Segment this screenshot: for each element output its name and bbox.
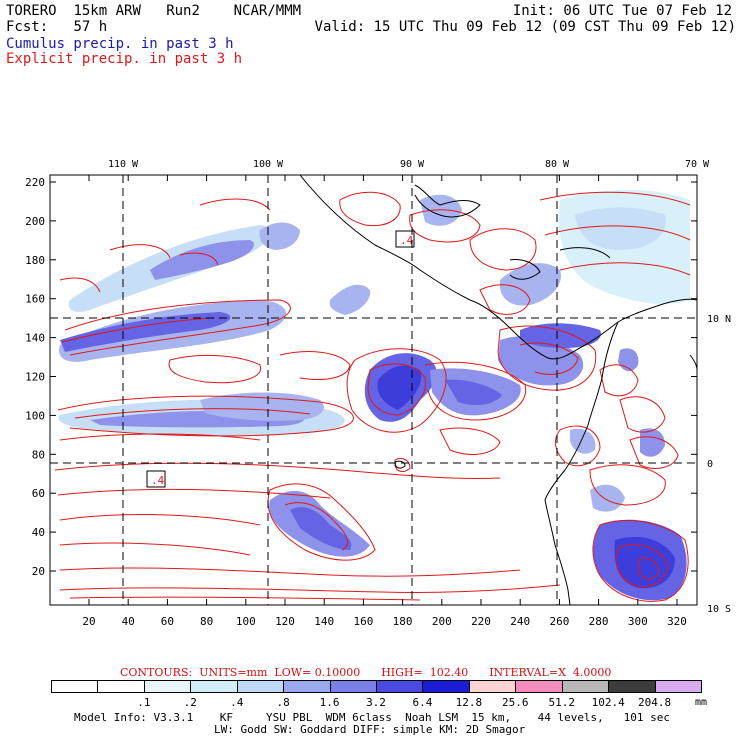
legend-label: .8 bbox=[276, 696, 290, 709]
x-tick-label: 140 bbox=[314, 615, 334, 628]
model-name: TORERO bbox=[6, 3, 57, 19]
legend-label: 102.4 bbox=[591, 696, 625, 709]
forecast-line: Fcst: 57 h bbox=[6, 19, 107, 35]
lat-label: 10 N bbox=[707, 314, 731, 325]
x-tick-label: 220 bbox=[471, 615, 491, 628]
legend-swatch bbox=[283, 680, 331, 693]
legend-label: .2 bbox=[183, 696, 197, 709]
model-core: ARW bbox=[115, 3, 141, 19]
legend-swatch bbox=[376, 680, 424, 693]
init-time: 06 UTC Tue 07 Feb 12 bbox=[563, 3, 732, 19]
lon-label: 70 W bbox=[685, 159, 710, 170]
legend-label: 3.2 bbox=[366, 696, 386, 709]
x-tick-label: 320 bbox=[667, 615, 687, 628]
map-frame bbox=[49, 174, 698, 606]
x-tick-label: 240 bbox=[510, 615, 530, 628]
x-tick-labels: 20 40 60 80 100 120 140 160 180 200 220 240 260 280 30… bbox=[82, 615, 687, 628]
model-title-line: TORERO 15km ARW Run2 NCAR/MMM bbox=[6, 3, 301, 19]
y-tick-labels: 20 40 60 80 100 120 140 160 180 200 220 bbox=[25, 176, 45, 578]
init-line: Init: 06 UTC Tue 07 Feb 12 bbox=[513, 3, 732, 19]
contour-label-1: .4 bbox=[400, 234, 414, 247]
legend-label: 1.6 bbox=[319, 696, 340, 709]
x-tick-label: 180 bbox=[393, 615, 413, 628]
legend-swatch bbox=[561, 680, 610, 693]
axis-ticks bbox=[50, 175, 697, 605]
explicit-precip-contours bbox=[54, 191, 691, 602]
contour-label-2: .4 bbox=[151, 474, 165, 487]
x-tick-label: 80 bbox=[200, 615, 213, 628]
lat-label: 10 S bbox=[707, 604, 731, 615]
y-tick-label: 180 bbox=[25, 254, 45, 267]
legend-label: .1 bbox=[137, 696, 151, 709]
x-tick-label: 200 bbox=[432, 615, 452, 628]
valid-time: 15 UTC Thu 09 Feb 12 (09 CST Thu 09 Feb … bbox=[373, 19, 736, 35]
y-tick-label: 120 bbox=[25, 371, 45, 384]
contour-info: CONTOURS: UNITS=mm LOW= 0.10000 HIGH= 10… bbox=[120, 666, 612, 679]
x-tick-label: 120 bbox=[275, 615, 295, 628]
y-tick-label: 160 bbox=[25, 293, 45, 306]
model-info-line: Model Info: V3.3.1 KF YSU PBL WDM 6class… bbox=[74, 711, 671, 724]
y-tick-label: 220 bbox=[25, 176, 45, 189]
legend-label: 6.4 bbox=[412, 696, 433, 709]
physics-info-line: LW: Godd SW: Goddard DIFF: simple KM: 2D… bbox=[214, 723, 526, 736]
lon-label: 110 W bbox=[108, 159, 139, 170]
legend-swatch bbox=[236, 680, 285, 693]
lon-labels: 110 W 100 W 90 W 80 W 70 W bbox=[108, 159, 710, 170]
valid-label: Valid: bbox=[314, 19, 366, 35]
y-tick-label: 20 bbox=[32, 565, 45, 578]
y-tick-label: 200 bbox=[25, 215, 45, 228]
valid-line: Valid: 15 UTC Thu 09 Feb 12 (09 CST Thu … bbox=[315, 19, 736, 35]
legend-swatch bbox=[190, 680, 238, 693]
legend-swatch bbox=[329, 680, 377, 693]
legend-swatch bbox=[97, 680, 145, 693]
legend-label: 25.6 bbox=[502, 696, 529, 709]
lon-label: 100 W bbox=[253, 159, 284, 170]
lon-label: 90 W bbox=[400, 159, 425, 170]
lat-labels: 10 N 0 10 S bbox=[707, 314, 731, 615]
y-tick-label: 140 bbox=[25, 332, 45, 345]
legend-label: .4 bbox=[230, 696, 244, 709]
x-tick-label: 300 bbox=[628, 615, 648, 628]
x-tick-label: 40 bbox=[122, 615, 135, 628]
x-tick-label: 160 bbox=[353, 615, 373, 628]
x-tick-label: 260 bbox=[549, 615, 569, 628]
contour-label-box-1 bbox=[395, 230, 415, 248]
legend-swatch bbox=[143, 680, 192, 693]
legend-swatch bbox=[608, 680, 656, 693]
y-tick-label: 80 bbox=[32, 448, 45, 461]
coastlines bbox=[299, 175, 697, 605]
field2-label: Explicit precip. in past 3 h bbox=[6, 51, 243, 67]
legend-swatch bbox=[515, 680, 563, 693]
legend-unit: mm bbox=[695, 697, 708, 708]
model-run: Run2 bbox=[166, 3, 200, 19]
field1-label: Cumulus precip. in past 3 h bbox=[6, 36, 234, 52]
init-label: Init: bbox=[512, 3, 555, 19]
legend-label: 51.2 bbox=[548, 696, 575, 709]
latlon-grid bbox=[50, 175, 697, 605]
model-resolution: 15km bbox=[73, 3, 108, 19]
y-tick-label: 60 bbox=[32, 487, 45, 500]
model-org: NCAR/MMM bbox=[233, 3, 302, 19]
x-tick-label: 60 bbox=[161, 615, 174, 628]
legend-label: 12.8 bbox=[455, 696, 483, 709]
lon-label: 80 W bbox=[545, 159, 570, 170]
y-tick-label: 100 bbox=[25, 409, 45, 422]
x-tick-label: 100 bbox=[236, 615, 256, 628]
y-tick-label: 40 bbox=[32, 526, 45, 539]
cumulus-precip-shading bbox=[58, 189, 690, 601]
legend-swatch bbox=[654, 680, 702, 693]
fcst-label: Fcst: bbox=[6, 19, 49, 35]
legend-swatch bbox=[51, 680, 99, 693]
precip-fields: .4 .4 bbox=[50, 175, 697, 605]
legend-swatch bbox=[468, 680, 517, 693]
x-tick-label: 20 bbox=[82, 615, 95, 628]
lat-label: 0 bbox=[707, 459, 713, 470]
x-tick-label: 280 bbox=[589, 615, 609, 628]
contour-label-box-2 bbox=[146, 470, 166, 488]
legend-swatch bbox=[422, 680, 470, 693]
legend-label: 204.8 bbox=[638, 696, 672, 709]
fcst-value: 57 h bbox=[73, 19, 108, 35]
